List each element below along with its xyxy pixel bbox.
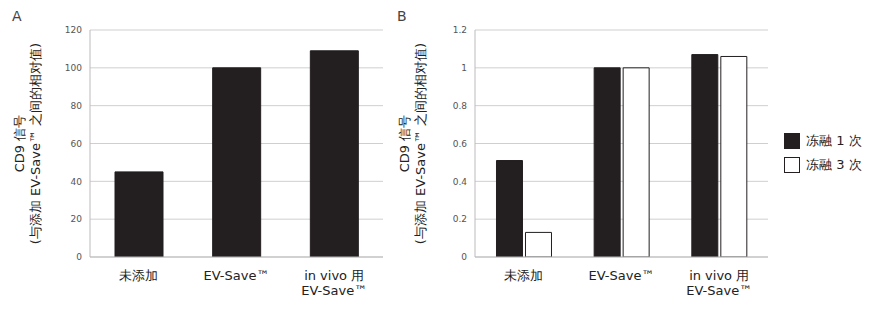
svg-text:40: 40	[71, 177, 83, 187]
svg-text:1.2: 1.2	[453, 25, 467, 35]
html-text:B: B	[397, 8, 407, 24]
svg-text:EV-Save™: EV-Save™	[204, 268, 270, 283]
svg-text:60: 60	[71, 139, 83, 149]
svg-text:0.8: 0.8	[453, 101, 468, 111]
html-text:冻融 3 次: 冻融 3 次	[806, 157, 862, 172]
svg-text:0: 0	[461, 252, 467, 262]
svg-text:100: 100	[65, 63, 82, 73]
svg-text:120: 120	[65, 25, 82, 35]
svg-text:EV-Save™: EV-Save™	[589, 268, 655, 283]
svg-text:1: 1	[461, 63, 467, 73]
svg-text:0.4: 0.4	[453, 177, 468, 187]
html-text:冻融 1 次: 冻融 1 次	[806, 133, 862, 148]
svg-text:0: 0	[76, 252, 82, 262]
svg-text:80: 80	[71, 101, 83, 111]
html-text:A: A	[12, 8, 22, 24]
svg-text:in vivo 用EV-Save™: in vivo 用EV-Save™	[686, 268, 752, 298]
svg-text:0.6: 0.6	[453, 139, 468, 149]
svg-text:CD9 信号(与添加 EV-Save™ 之间的相对值): CD9 信号(与添加 EV-Save™ 之间的相对值)	[12, 43, 43, 244]
svg-text:CD9 信号(与添加 EV-Save™ 之间的相对值): CD9 信号(与添加 EV-Save™ 之间的相对值)	[397, 43, 428, 244]
svg-text:0.2: 0.2	[453, 214, 467, 224]
svg-text:未添加: 未添加	[119, 268, 158, 283]
svg-text:in vivo 用EV-Save™: in vivo 用EV-Save™	[301, 268, 367, 298]
svg-text:20: 20	[71, 214, 83, 224]
svg-text:未添加: 未添加	[504, 268, 543, 283]
